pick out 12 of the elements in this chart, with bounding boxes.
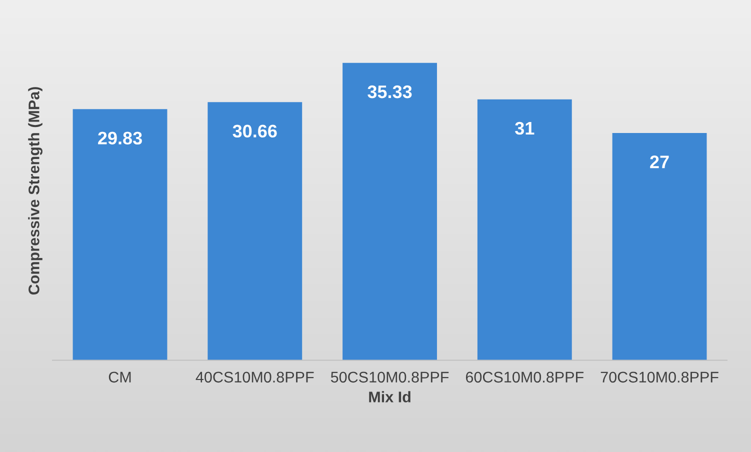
data-label: 31 <box>515 122 534 135</box>
data-label: 29.83 <box>98 132 142 145</box>
x-tick-label: 70CS10M0.8PPF <box>600 372 718 383</box>
x-tick-label: 50CS10M0.8PPF <box>330 372 449 383</box>
x-axis-title: Mix Id <box>369 391 410 402</box>
x-tick-label: 60CS10M0.8PPF <box>466 372 584 383</box>
y-axis-title: Compressive Strength (MPa) <box>28 87 42 295</box>
x-tick-label: 40CS10M0.8PPF <box>196 372 314 383</box>
x-tick-label: CM <box>108 372 131 383</box>
data-label: 27 <box>650 156 669 168</box>
data-label: 35.33 <box>368 85 412 98</box>
data-label: 30.66 <box>232 124 277 138</box>
